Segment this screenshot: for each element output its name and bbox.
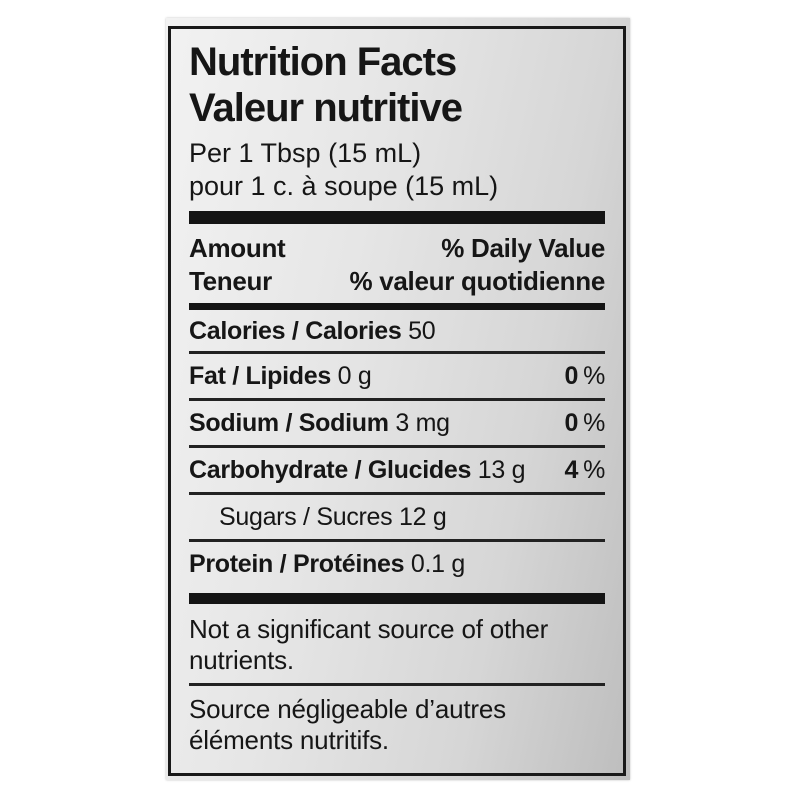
daily-value-header-en: % Daily Value [441, 233, 605, 263]
row-fat: Fat / Lipides 0 g 0% [189, 354, 605, 398]
label-title-en: Nutrition Facts [189, 40, 457, 84]
column-header-fr: Teneur % valeur quotidienne [189, 265, 605, 298]
calories-row: Calories / Calories 50 [189, 316, 605, 346]
row-sodium-dv: 0% [564, 409, 605, 437]
divider-thick-bottom [189, 593, 605, 604]
label-title-fr: Valeur nutritive [189, 86, 463, 130]
row-sodium-text: Sodium / Sodium 3 mg [189, 409, 450, 437]
daily-value-header-fr: % valeur quotidienne [349, 266, 606, 296]
divider-medium-header [189, 303, 605, 310]
divider-thick-top [189, 211, 605, 224]
serving-size-en: Per 1 Tbsp (15 mL) [189, 138, 422, 168]
calories-value: 50 [408, 317, 436, 345]
column-header-en: Amount % Daily Value [189, 232, 605, 265]
nutrition-label-box: Nutrition Facts Valeur nutritive Per 1 T… [168, 26, 626, 776]
row-protein: Protein / Protéines 0.1 g [189, 542, 605, 586]
serving-size-fr: pour 1 c. à soupe (15 mL) [189, 171, 499, 201]
amount-header-fr: Teneur [189, 266, 272, 296]
divider-thin [189, 445, 605, 448]
row-sugars-text: Sugars / Sucres 12 g [219, 503, 447, 531]
row-carbohydrate-text: Carbohydrate / Glucides 13 g [189, 456, 526, 484]
row-sodium: Sodium / Sodium 3 mg 0% [189, 401, 605, 445]
divider-thin-footnote [189, 683, 605, 686]
footnote-fr: Source négligeable d’autres éléments nut… [189, 694, 506, 755]
divider-thin [189, 539, 605, 542]
row-carbohydrate: Carbohydrate / Glucides 13 g 4% [189, 448, 605, 492]
amount-header-en: Amount [189, 233, 286, 263]
footnote-en: Not a significant source of other nutrie… [189, 614, 549, 675]
row-sugars: Sugars / Sucres 12 g [189, 495, 605, 539]
divider-thin [189, 351, 605, 354]
divider-thin [189, 492, 605, 495]
row-protein-text: Protein / Protéines 0.1 g [189, 550, 465, 578]
row-carbohydrate-dv: 4% [564, 456, 605, 484]
row-fat-dv: 0% [564, 362, 605, 390]
calories-name: Calories / Calories [189, 317, 402, 345]
divider-thin [189, 398, 605, 401]
row-fat-text: Fat / Lipides 0 g [189, 362, 372, 390]
nutrition-label: Nutrition Facts Valeur nutritive Per 1 T… [166, 18, 630, 780]
